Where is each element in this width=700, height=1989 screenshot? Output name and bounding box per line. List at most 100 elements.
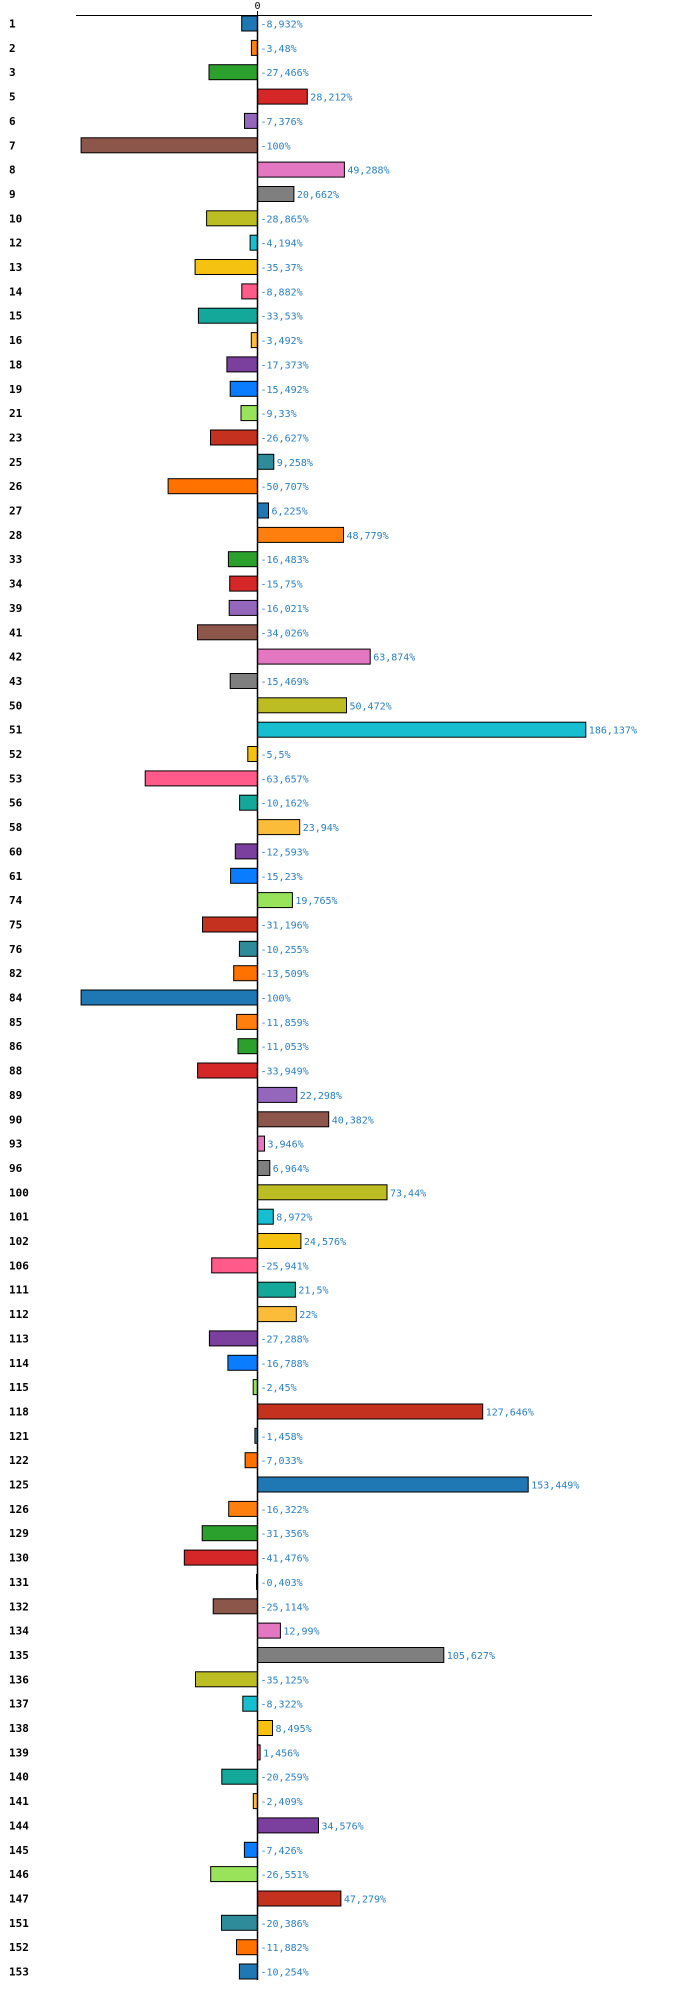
category-label-50: 50: [9, 699, 22, 712]
category-label-14: 14: [9, 285, 23, 298]
bar-58: [257, 819, 301, 836]
category-label-2: 2: [9, 42, 16, 55]
bar-2: [250, 39, 258, 56]
value-label-84: -100%: [261, 994, 291, 1005]
bar-5: [257, 88, 308, 105]
category-label-126: 126: [9, 1503, 29, 1516]
category-label-53: 53: [9, 772, 22, 785]
value-label-6: -7,376%: [261, 117, 303, 128]
value-label-28: 48,779%: [347, 531, 389, 542]
category-label-39: 39: [9, 602, 22, 615]
value-label-113: -27,288%: [261, 1334, 309, 1345]
bar-151: [221, 1914, 258, 1931]
category-label-85: 85: [9, 1016, 22, 1029]
bar-43: [229, 673, 258, 689]
value-label-58: 23,94%: [303, 823, 339, 834]
bar-28: [257, 526, 344, 543]
bar-41: [197, 624, 258, 641]
category-label-145: 145: [9, 1844, 29, 1857]
value-label-112: 22%: [299, 1310, 317, 1321]
value-label-53: -63,657%: [261, 774, 309, 785]
bar-12: [249, 234, 259, 251]
bar-137: [242, 1695, 259, 1712]
value-label-130: -41,476%: [261, 1554, 309, 1565]
bar-53: [144, 770, 258, 787]
bar-76: [238, 940, 258, 957]
bar-51: [257, 721, 587, 738]
bar-96: [257, 1160, 271, 1176]
category-label-21: 21: [9, 407, 23, 420]
category-label-111: 111: [9, 1284, 29, 1297]
bar-7: [80, 137, 258, 154]
bar-113: [208, 1330, 258, 1347]
value-label-3: -27,466%: [261, 68, 309, 79]
value-label-141: -2,409%: [261, 1797, 303, 1808]
value-label-111: 21,5%: [298, 1286, 328, 1297]
value-label-85: -11,859%: [261, 1018, 309, 1029]
value-label-102: 24,576%: [304, 1237, 346, 1248]
category-label-102: 102: [9, 1235, 29, 1248]
value-label-135: 105,627%: [447, 1651, 495, 1662]
bar-3: [208, 64, 258, 81]
category-label-75: 75: [9, 919, 22, 932]
bar-1: [241, 15, 258, 32]
value-label-1: -8,932%: [261, 20, 303, 31]
value-label-14: -8,882%: [261, 287, 303, 298]
category-label-18: 18: [9, 358, 22, 371]
value-label-131: -0,403%: [261, 1578, 303, 1589]
category-label-151: 151: [9, 1917, 29, 1930]
value-label-144: 34,576%: [322, 1821, 364, 1832]
category-label-114: 114: [9, 1357, 29, 1370]
bar-74: [257, 892, 293, 909]
value-label-21: -9,33%: [261, 409, 297, 420]
bar-118: [257, 1403, 484, 1420]
category-label-12: 12: [9, 237, 22, 250]
bar-13: [194, 259, 259, 275]
category-label-100: 100: [9, 1186, 29, 1199]
bar-50: [257, 697, 347, 714]
category-label-146: 146: [9, 1868, 29, 1881]
bar-19: [229, 380, 258, 397]
value-label-139: 1,456%: [263, 1748, 299, 1759]
value-label-137: -8,322%: [261, 1700, 303, 1711]
value-label-18: -17,373%: [261, 360, 309, 371]
value-label-42: 63,874%: [373, 653, 415, 664]
bar-9: [257, 186, 295, 202]
value-label-41: -34,026%: [261, 628, 309, 639]
value-label-138: 8,495%: [276, 1724, 312, 1735]
bar-152: [236, 1939, 258, 1956]
category-label-140: 140: [9, 1771, 29, 1784]
bar-33: [227, 551, 258, 568]
bar-82: [233, 965, 258, 982]
bar-93: [257, 1135, 265, 1152]
value-label-43: -15,469%: [261, 677, 309, 688]
bar-147: [257, 1890, 342, 1907]
value-label-8: 49,288%: [347, 166, 389, 177]
bar-56: [239, 794, 259, 811]
category-label-88: 88: [9, 1065, 22, 1078]
bar-145: [243, 1841, 258, 1858]
bar-112: [257, 1306, 297, 1323]
value-label-12: -4,194%: [261, 239, 303, 250]
value-label-86: -11,053%: [261, 1042, 309, 1053]
category-label-58: 58: [9, 821, 22, 834]
category-label-76: 76: [9, 943, 23, 956]
category-label-9: 9: [9, 188, 16, 201]
category-label-131: 131: [9, 1576, 29, 1589]
bar-134: [257, 1622, 281, 1639]
value-label-76: -10,255%: [261, 945, 309, 956]
value-label-89: 22,298%: [300, 1091, 342, 1102]
value-label-145: -7,426%: [261, 1846, 303, 1857]
category-label-115: 115: [9, 1381, 29, 1394]
value-label-26: -50,707%: [261, 482, 309, 493]
bar-101: [257, 1208, 274, 1225]
value-label-56: -10,162%: [261, 799, 309, 810]
category-label-113: 113: [9, 1332, 29, 1345]
category-label-74: 74: [9, 894, 23, 907]
value-label-100: 73,44%: [390, 1188, 426, 1199]
value-label-147: 47,279%: [344, 1895, 386, 1906]
value-label-114: -16,788%: [261, 1359, 309, 1370]
value-label-60: -12,593%: [261, 847, 309, 858]
category-label-152: 152: [9, 1941, 29, 1954]
bar-10: [206, 210, 259, 227]
